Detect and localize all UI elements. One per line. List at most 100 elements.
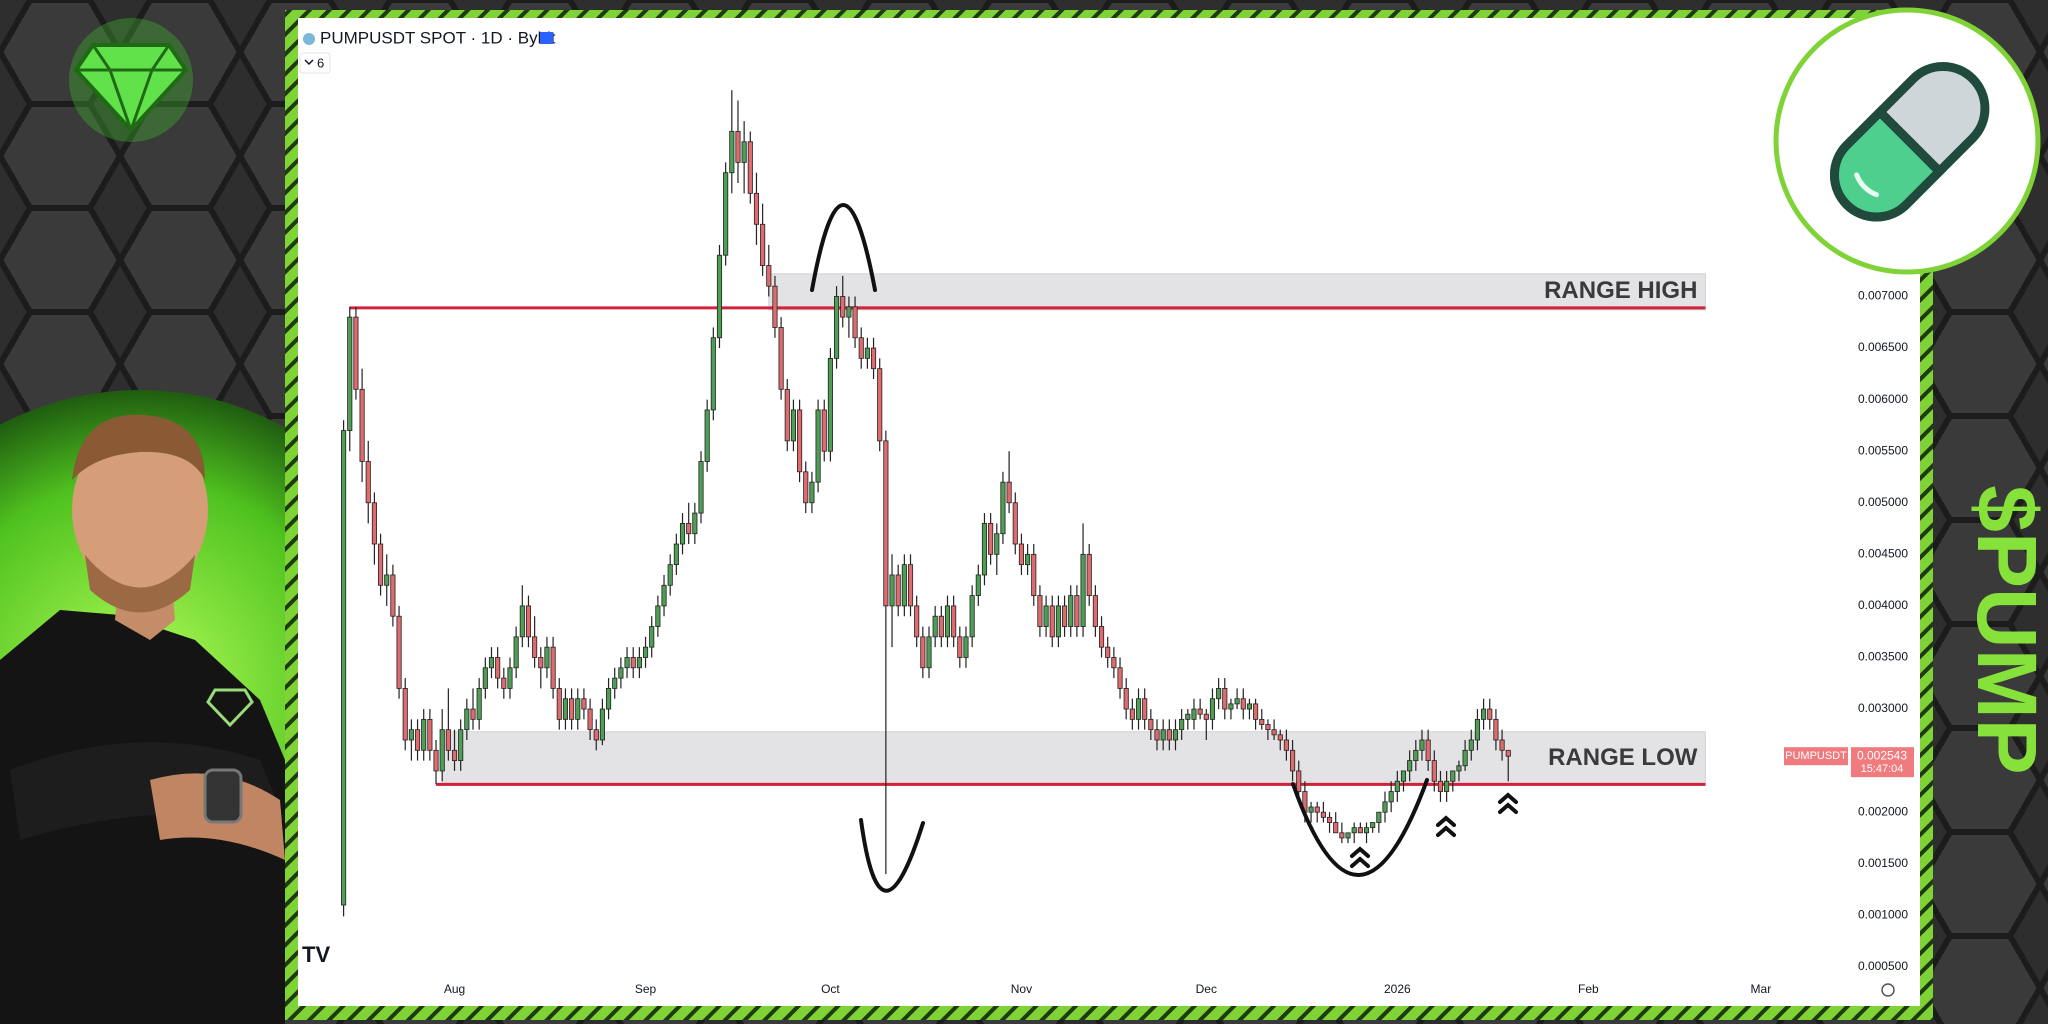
candle-body <box>1345 832 1351 839</box>
candle-body <box>1320 811 1326 818</box>
chart-panel <box>298 18 1920 1006</box>
candle-body <box>599 708 605 741</box>
candle-body <box>1031 553 1037 596</box>
candle-body <box>870 347 877 370</box>
candle-body <box>1154 729 1160 741</box>
candle-body <box>495 657 501 679</box>
candle-body <box>1419 739 1425 751</box>
candle-body <box>1148 718 1154 731</box>
candle-body <box>704 409 710 462</box>
candle-body <box>427 718 433 751</box>
y-tick-label: 0.001500 <box>1858 856 1908 870</box>
candle-body <box>963 636 969 658</box>
candle-body <box>815 409 821 483</box>
candle-body <box>562 698 568 720</box>
candle-body <box>957 636 963 658</box>
candle-body <box>390 574 396 617</box>
candle-body <box>692 512 698 535</box>
candle-body <box>1456 765 1462 772</box>
candle-body <box>889 574 895 607</box>
candle-body <box>975 574 981 596</box>
candle-body <box>1129 708 1135 720</box>
candle-body <box>396 615 402 689</box>
candle-body <box>766 265 772 287</box>
candle-body <box>593 729 599 741</box>
y-tick-label: 0.001000 <box>1858 908 1908 922</box>
candle-body <box>1413 749 1419 762</box>
candle-body <box>1018 543 1024 566</box>
candle-body <box>371 502 377 545</box>
x-tick-label: Oct <box>821 982 840 996</box>
candle-body <box>821 409 827 452</box>
candle-body <box>1179 718 1185 731</box>
candle-body <box>532 636 538 658</box>
candle-body <box>735 131 741 163</box>
candle-body <box>476 688 482 720</box>
price-tag-box <box>1851 747 1914 778</box>
ticker-overlay: $PUMP <box>1960 485 2048 774</box>
candle-body <box>1505 749 1511 757</box>
legend-toggle[interactable] <box>299 52 331 74</box>
candle-body <box>747 141 753 194</box>
candle-body <box>944 605 951 638</box>
candle-body <box>470 708 476 720</box>
candle-body <box>760 223 766 266</box>
candle-body <box>741 141 747 163</box>
candle-body <box>408 729 414 741</box>
candle-body <box>809 481 815 504</box>
tv-logo: TV <box>302 942 330 967</box>
candle-body <box>1444 780 1450 792</box>
candle-body <box>365 461 371 504</box>
candle-body <box>550 646 556 689</box>
candle-body <box>772 285 778 328</box>
candle-body <box>1246 703 1252 710</box>
candle-body <box>445 729 451 751</box>
cup-arc <box>1291 778 1429 877</box>
candle-body <box>1290 749 1296 772</box>
candle-body <box>969 595 975 638</box>
candle-body <box>1142 698 1148 720</box>
candle-body <box>433 749 439 772</box>
candle-body <box>852 306 858 339</box>
candle-body <box>501 677 507 689</box>
candle-body <box>797 409 803 473</box>
range-label: RANGE HIGH <box>1544 277 1697 304</box>
y-tick-label: 0.003500 <box>1858 650 1908 664</box>
x-tick-label: Mar <box>1751 982 1772 996</box>
candle-body <box>1160 729 1166 741</box>
candle-body <box>378 543 384 586</box>
candle-body <box>729 131 735 174</box>
candle-body <box>353 316 359 390</box>
candle-body <box>1006 481 1012 504</box>
up-chevron <box>1350 846 1370 868</box>
candle-body <box>464 708 470 731</box>
candle-body <box>920 636 926 669</box>
candle-body <box>661 584 667 607</box>
up-chevron <box>1436 815 1456 837</box>
x-tick-label: Dec <box>1196 982 1217 996</box>
candle-body <box>827 357 833 452</box>
presenter <box>0 390 440 1024</box>
candle-body <box>994 533 1000 555</box>
y-tick-label: 0.005500 <box>1858 443 1908 457</box>
candle-body <box>1037 595 1043 627</box>
indicator-count: 6 <box>317 55 324 70</box>
settings-icon[interactable] <box>1881 983 1895 997</box>
candle-body <box>1191 708 1197 720</box>
candle-body <box>488 657 495 669</box>
candle-body <box>1499 739 1505 751</box>
candle-body <box>1222 688 1228 710</box>
candle-body <box>1265 724 1271 731</box>
candle-body <box>1105 646 1111 658</box>
candle-body <box>679 522 686 545</box>
flag-icon <box>540 32 553 44</box>
price-tag-countdown: 15:47:04 <box>1861 763 1904 775</box>
candle-body <box>698 461 704 514</box>
candle-body <box>507 667 513 689</box>
up-chevron <box>1498 792 1518 814</box>
candle-body <box>914 605 920 638</box>
candle-body <box>1135 698 1142 720</box>
top-arc <box>810 203 877 292</box>
